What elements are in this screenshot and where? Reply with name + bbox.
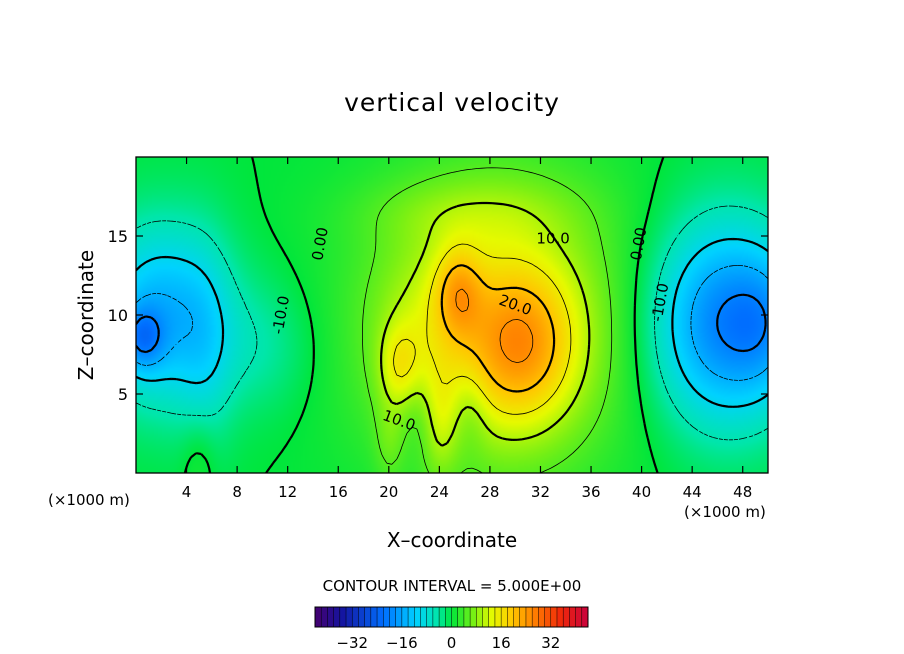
x-tick-label: 24	[430, 483, 449, 501]
colorbar-swatch	[575, 607, 583, 627]
colorbar-swatch	[488, 607, 496, 627]
x-tick-label: 48	[733, 483, 752, 501]
colorbar-swatch	[556, 607, 564, 627]
colorbar-swatch	[370, 607, 378, 627]
x-tick-label: 4	[182, 483, 192, 501]
y-axis-unit: (×1000 m)	[48, 491, 130, 509]
colorbar-swatch	[420, 607, 428, 627]
y-tick-label: 10	[108, 306, 128, 325]
contour-label: 10.0	[536, 230, 569, 248]
contour-line-pos15	[393, 243, 572, 415]
colorbar-swatch	[339, 607, 347, 627]
x-tick-label: 36	[581, 483, 600, 501]
colorbar-swatch	[352, 607, 359, 627]
colorbar-swatch	[581, 607, 589, 627]
contour-line-neg10	[136, 237, 768, 408]
colorbar-swatch	[364, 607, 372, 627]
y-axis: 5 10 15	[108, 227, 768, 404]
y-tick-label: 15	[108, 227, 128, 246]
colorbar-swatch	[563, 607, 570, 627]
colorbar-tick-label: 32	[541, 634, 560, 652]
x-tick-label: 28	[480, 483, 499, 501]
colorbar-swatch	[333, 607, 341, 627]
x-tick-label: 16	[329, 483, 348, 501]
colorbar-tick-label: 0	[447, 634, 457, 652]
x-tick-label: 20	[379, 483, 398, 501]
colorbar-swatch	[538, 607, 545, 627]
x-axis-unit: (×1000 m)	[684, 503, 766, 521]
colorbar-swatch	[525, 607, 533, 627]
colorbar-swatch	[507, 607, 514, 627]
colorbar-swatch	[401, 607, 409, 627]
colorbar-swatch	[414, 607, 421, 627]
contour-line-pos20	[440, 264, 556, 393]
colorbar-swatch	[445, 607, 452, 627]
x-axis-label-text: X–coordinate	[386, 528, 518, 552]
x-tick-label: 32	[531, 483, 550, 501]
colorbar-swatch	[476, 607, 483, 627]
colorbar-swatch	[569, 607, 576, 627]
colorbar-swatch	[389, 607, 397, 627]
contour-line-neg15	[136, 265, 768, 381]
contour-line-pos5	[362, 167, 613, 473]
colorbar-swatch	[395, 607, 403, 627]
contour-line-pos25	[455, 288, 534, 363]
colorbar-swatch	[550, 607, 558, 627]
contour-line-neg20	[136, 293, 767, 354]
colorbar-swatch	[439, 607, 446, 627]
colorbar-tick-label: −32	[336, 634, 368, 652]
contour-label: 0.00	[627, 226, 651, 262]
contour-line-pos0	[183, 157, 665, 473]
x-axis-label: X–coordinate	[0, 528, 904, 552]
y-tick-label: 5	[118, 385, 128, 404]
colorbar-swatch	[463, 607, 471, 627]
colorbar-swatch	[426, 607, 434, 627]
colorbar-tick-label: 16	[492, 634, 511, 652]
contour-line-pos10	[380, 201, 591, 447]
colorbar-swatch	[513, 607, 521, 627]
colorbar-swatch	[408, 607, 415, 627]
x-axis: 4 8 12 16 20 24 28 32 36 40 44 48	[182, 157, 752, 501]
colorbar-swatch	[544, 607, 552, 627]
colorbar: −32 −16 0 16 32	[314, 606, 589, 652]
colorbar-swatch	[519, 607, 527, 627]
x-tick-label: 44	[683, 483, 702, 501]
colorbar-swatch	[377, 607, 384, 627]
y-axis-label: Z–coordinate	[74, 249, 98, 381]
colorbar-frame	[314, 606, 589, 628]
colorbar-swatch	[451, 607, 459, 627]
x-tick-label: 12	[278, 483, 297, 501]
contour-label: 0.00	[308, 226, 332, 262]
colorbar-swatch	[315, 607, 322, 627]
colorbar-tick-label: −16	[386, 634, 418, 652]
colorbar-swatch	[457, 607, 465, 627]
colorbar-swatch	[321, 607, 328, 627]
colorbar-swatch	[470, 607, 477, 627]
contour-interval-note: CONTOUR INTERVAL = 5.000E+00	[322, 577, 582, 595]
colorbar-swatch	[346, 607, 353, 627]
x-tick-label: 40	[632, 483, 651, 501]
colorbar-swatch	[482, 607, 490, 627]
colorbar-swatch	[383, 607, 390, 627]
colorbar-swatch	[532, 607, 539, 627]
colorbar-swatch	[432, 607, 440, 627]
colorbar-swatch	[327, 607, 335, 627]
velocity-field-image	[136, 157, 768, 473]
colorbar-swatch	[358, 607, 366, 627]
x-tick-label: 8	[232, 483, 242, 501]
colorbar-swatch	[494, 607, 502, 627]
chart-title: vertical velocity	[344, 88, 560, 117]
colorbar-swatch	[501, 607, 508, 627]
